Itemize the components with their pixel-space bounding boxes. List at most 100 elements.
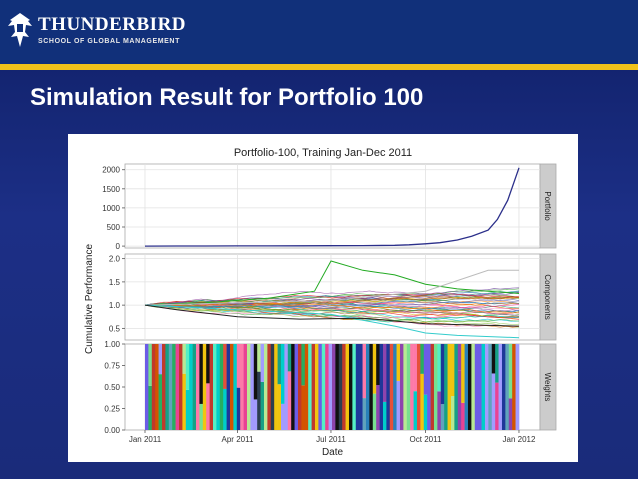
weight-bar [498, 344, 503, 430]
weight-bar [240, 344, 244, 430]
weight-bar [304, 344, 309, 430]
weight-bar [376, 385, 380, 430]
weight-bar [325, 344, 329, 430]
component-line-highlight [144, 304, 520, 327]
weight-bar [206, 383, 210, 430]
weight-bar [362, 398, 367, 430]
brand-name: THUNDERBIRD [38, 14, 187, 35]
weight-bar [311, 344, 316, 430]
weight-bar [362, 344, 367, 399]
y-tick-label: 0.5 [109, 324, 121, 333]
weight-bar [253, 344, 258, 400]
weight-bar [457, 370, 462, 430]
weight-bar [158, 344, 163, 375]
weight-bar [420, 344, 425, 374]
x-axis-label: Date [322, 447, 344, 458]
weight-bar [213, 344, 217, 430]
weight-bar [359, 344, 363, 430]
weight-bar [277, 344, 282, 385]
chart-title: Portfolio-100, Training Jan-Dec 2011 [234, 147, 412, 159]
weight-bar [226, 344, 231, 430]
weight-bar [376, 344, 380, 386]
weight-bar [481, 344, 486, 430]
weight-bar [257, 371, 261, 430]
chart: Portfolio-100, Training Jan-Dec 2011 Cumu… [84, 147, 557, 458]
weight-bar [202, 344, 207, 430]
weight-bar [379, 344, 384, 430]
weight-bar [314, 344, 319, 430]
weight-bar [413, 391, 418, 430]
weight-bar [206, 344, 210, 384]
weight-bar [219, 344, 224, 430]
weight-bar [280, 344, 285, 404]
y-tick-label: 0.00 [104, 426, 120, 435]
strip-label-portfolio: Portfolio [543, 191, 552, 221]
weight-bar [342, 344, 346, 430]
weight-bar [467, 344, 472, 430]
weight-bar [294, 344, 299, 430]
component-line [144, 301, 520, 310]
weight-bar [488, 344, 493, 430]
weight-bar [263, 344, 268, 430]
weight-bar [478, 344, 482, 430]
weight-bar [338, 344, 343, 430]
weight-bar [199, 403, 204, 430]
weight-bar [274, 344, 278, 430]
weight-bar [233, 344, 238, 430]
weight-bar [335, 344, 340, 430]
weight-bar [318, 344, 323, 430]
weight-bar [331, 344, 336, 430]
weight-bar [196, 344, 200, 430]
weight-bar [457, 344, 462, 371]
weight-bar [484, 344, 489, 430]
weight-bar [321, 344, 326, 430]
strip-components [539, 253, 557, 341]
weight-bar [372, 393, 377, 430]
weight-bar [345, 344, 350, 430]
component-line-highlight [144, 269, 519, 306]
y-tick-label: 0 [116, 242, 121, 251]
weight-bar [423, 394, 428, 430]
weight-bar [328, 344, 333, 430]
weight-bar [185, 344, 190, 390]
weight-bar [382, 401, 387, 430]
weight-bar [280, 403, 285, 430]
brand-subtitle: SCHOOL OF GLOBAL MANAGEMENT [38, 38, 180, 45]
weight-bar [382, 344, 387, 402]
component-line [144, 290, 520, 306]
weight-bar [257, 344, 261, 372]
weight-bar [508, 344, 513, 399]
weight-bar [461, 402, 465, 430]
weight-bar [199, 344, 204, 404]
weight-bar [406, 344, 411, 430]
weight-bar [450, 396, 455, 430]
weight-bar [505, 344, 510, 430]
weight-bar [277, 384, 282, 430]
component-line-highlight [144, 304, 520, 339]
weight-bar [440, 404, 445, 430]
y-tick-label: 1.5 [109, 278, 121, 287]
x-tick-label: Oct 2011 [410, 435, 442, 444]
weight-bar [236, 344, 241, 388]
weight-bar [410, 344, 414, 430]
weight-bar [301, 344, 306, 386]
weight-bar [501, 344, 506, 430]
slide-title: Simulation Result for Portfolio 100 [30, 84, 424, 111]
x-tick-label: Jan 2012 [503, 435, 536, 444]
weight-bar [291, 344, 295, 430]
weight-bar [399, 344, 404, 430]
x-tick-label: Jul 2011 [316, 435, 346, 444]
weight-bar [403, 344, 408, 430]
weight-bar [437, 391, 442, 430]
weight-bar [229, 344, 234, 430]
weight-bar [495, 344, 499, 383]
weight-bar [308, 344, 312, 430]
x-tick-label: Apr 2011 [222, 435, 254, 444]
component-line [144, 304, 520, 328]
weight-bar [148, 385, 153, 430]
weight-bar [423, 344, 428, 395]
weight-bar [253, 399, 258, 430]
strip-label-weights: Weights [543, 373, 552, 402]
weight-bar [427, 344, 431, 430]
component-line [144, 303, 520, 314]
